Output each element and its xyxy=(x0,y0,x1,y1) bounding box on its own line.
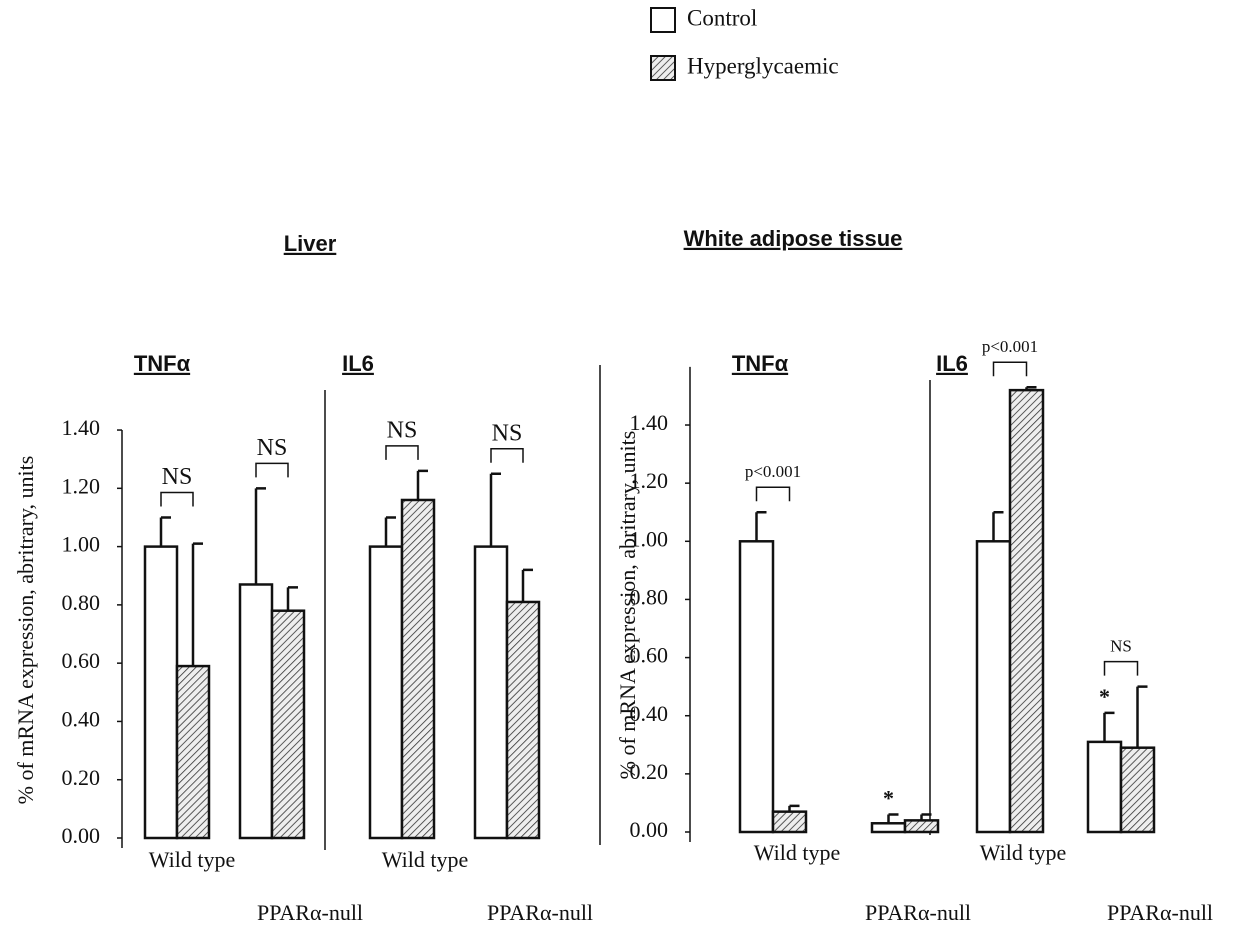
bracket xyxy=(385,445,419,460)
error-bar xyxy=(1136,685,1148,748)
x-category-label: Wild type xyxy=(980,840,1067,865)
error-bar xyxy=(384,516,396,547)
bar xyxy=(238,583,274,840)
bracket xyxy=(255,462,289,478)
bar xyxy=(368,545,404,840)
y-axis-label: % of mRNA expression, abritrary, units xyxy=(615,431,640,780)
y-tick-label: 0.00 xyxy=(630,817,669,842)
bar xyxy=(505,600,541,840)
y-tick-label: 1.20 xyxy=(62,473,101,498)
legend-label: Control xyxy=(687,5,757,30)
bracket xyxy=(1103,660,1139,676)
y-tick-label: 0.00 xyxy=(62,823,101,848)
error-bar xyxy=(191,542,203,667)
pair-label: NS xyxy=(492,420,523,446)
y-tick-label: 0.40 xyxy=(62,706,101,731)
group-title: TNFα xyxy=(134,351,191,376)
bar xyxy=(1119,746,1156,834)
error-bar xyxy=(887,813,899,824)
y-tick-label: 1.00 xyxy=(62,532,101,557)
legend-label: Hyperglycaemic xyxy=(687,53,839,78)
x-category-label: Wild type xyxy=(382,847,469,872)
error-bar xyxy=(254,487,266,585)
bar xyxy=(1086,740,1123,834)
y-tick-label: 0.40 xyxy=(630,701,669,726)
y-axis-label: % of mRNA expression, abritrary, units xyxy=(13,456,38,805)
group-title: IL6 xyxy=(342,351,374,376)
bar xyxy=(903,819,940,834)
bracket xyxy=(160,491,194,507)
bar xyxy=(270,609,306,840)
bar xyxy=(473,545,509,840)
y-tick-label: 1.00 xyxy=(630,526,669,551)
bar xyxy=(771,810,808,834)
bar xyxy=(975,540,1012,834)
x-category-label: PPARα-null xyxy=(1107,900,1213,925)
bar xyxy=(143,545,179,840)
x-category-label: PPARα-null xyxy=(865,900,971,925)
error-bar xyxy=(1103,711,1115,742)
group-title: TNFα xyxy=(732,351,789,376)
significance-mark: * xyxy=(1099,684,1110,709)
bracket xyxy=(755,486,791,502)
panel-title: White adipose tissue xyxy=(684,226,903,251)
error-bar xyxy=(416,469,428,500)
error-bar xyxy=(992,510,1004,542)
x-category-label: PPARα-null xyxy=(487,900,593,925)
y-tick-label: 1.20 xyxy=(630,468,669,493)
x-category-label: PPARα-null xyxy=(257,900,363,925)
error-bar xyxy=(159,516,171,547)
error-bar xyxy=(286,586,298,611)
y-tick-label: 1.40 xyxy=(62,415,101,440)
y-tick-label: 1.40 xyxy=(630,410,669,435)
panel-title: Liver xyxy=(284,231,337,256)
error-bar xyxy=(521,568,533,602)
group-title: IL6 xyxy=(936,351,968,376)
y-tick-label: 0.60 xyxy=(630,643,669,668)
error-bar xyxy=(489,472,501,547)
error-bar xyxy=(1025,385,1037,391)
pair-label: NS xyxy=(1110,637,1132,656)
error-bar xyxy=(788,804,800,812)
error-bar xyxy=(920,813,932,821)
pair-label: p<0.001 xyxy=(745,462,801,481)
bar xyxy=(1008,388,1045,834)
x-category-label: Wild type xyxy=(149,847,236,872)
legend-swatch xyxy=(650,55,676,81)
bar xyxy=(870,822,907,834)
y-tick-label: 0.80 xyxy=(630,584,669,609)
x-category-label: Wild type xyxy=(754,840,841,865)
error-bar xyxy=(755,510,767,542)
pair-label: NS xyxy=(162,464,193,490)
legend-swatch xyxy=(650,7,676,33)
bar xyxy=(738,540,775,834)
y-tick-label: 0.80 xyxy=(62,590,101,615)
significance-mark: * xyxy=(883,786,894,811)
bar xyxy=(175,664,211,840)
y-tick-label: 0.20 xyxy=(62,765,101,790)
y-tick-label: 0.60 xyxy=(62,648,101,673)
bar xyxy=(400,498,436,840)
pair-label: NS xyxy=(387,417,418,443)
pair-label: NS xyxy=(257,435,288,461)
y-tick-label: 0.20 xyxy=(630,759,669,784)
bracket xyxy=(992,361,1028,377)
pair-label: p<0.001 xyxy=(982,337,1038,356)
bracket xyxy=(490,448,524,463)
